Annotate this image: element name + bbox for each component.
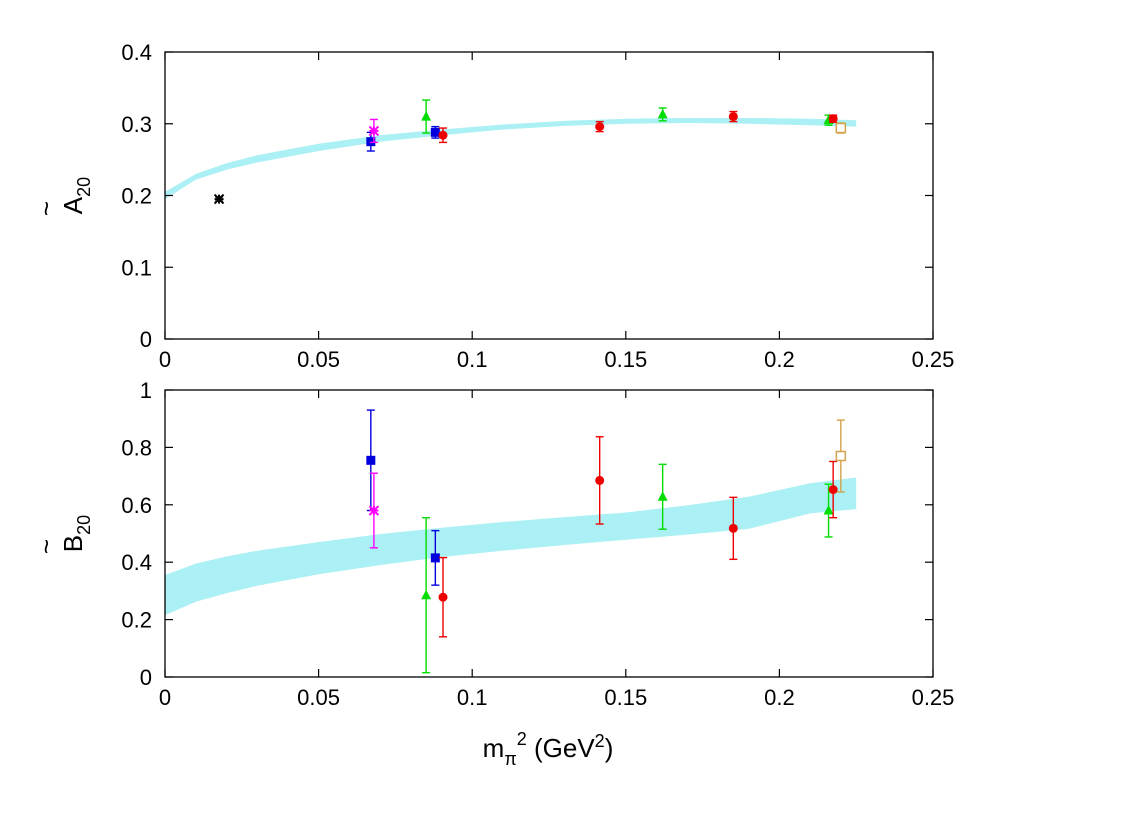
y-tick-label: 0.4 — [121, 550, 152, 575]
y-axis-label-sub: 20 — [74, 177, 94, 197]
fit-band — [165, 118, 857, 200]
x-axis-label-rest: (GeV — [527, 733, 596, 763]
y-axis-label-tilde: ~ — [31, 539, 61, 554]
data-point-square — [430, 553, 440, 563]
data-point-circle — [728, 112, 738, 122]
y-tick-label: 0.6 — [121, 493, 152, 518]
data-point-triangle — [657, 491, 668, 501]
y-tick-label: 0.2 — [121, 608, 152, 633]
y-tick-label: 0.4 — [121, 40, 152, 65]
x-tick-label: 0.1 — [457, 347, 488, 372]
x-axis-label-main: m — [483, 733, 505, 763]
fit-band — [165, 477, 857, 616]
data-point-star — [213, 193, 225, 205]
x-axis-label: mπ2 (GeV2) — [483, 729, 614, 769]
x-tick-label: 0.2 — [764, 685, 795, 710]
x-tick-label: 0.15 — [604, 347, 647, 372]
data-point-circle — [728, 523, 738, 533]
x-tick-label: 0 — [159, 347, 171, 372]
y-tick-label: 0.3 — [121, 112, 152, 137]
plot-frame — [164, 51, 934, 340]
x-axis-label-close: ) — [605, 733, 614, 763]
y-axis-label-main: A — [58, 196, 88, 214]
y-tick-label: 0 — [140, 665, 152, 690]
data-point-square — [366, 455, 376, 465]
data-point-triangle — [421, 111, 432, 121]
x-tick-label: 0 — [159, 685, 171, 710]
data-point-circle — [438, 130, 448, 140]
data-point-circle — [828, 114, 838, 124]
y-axis-label-sub: 20 — [74, 515, 94, 535]
x-axis-label-sub: π — [504, 749, 516, 769]
data-point-open-square — [835, 122, 847, 134]
x-tick-label: 0.05 — [297, 685, 340, 710]
data-point-triangle — [421, 589, 432, 600]
x-tick-label: 0.25 — [912, 347, 955, 372]
y-axis-label: A20 — [58, 177, 94, 214]
x-tick-label: 0.25 — [912, 685, 955, 710]
y-tick-label: 0 — [140, 327, 152, 352]
x-axis-label-sup: 2 — [517, 729, 527, 749]
data-point-star — [368, 125, 380, 137]
y-axis-label-main: B — [58, 535, 88, 552]
x-tick-label: 0.15 — [604, 685, 647, 710]
y-axis-label: B20 — [58, 515, 94, 552]
y-tick-label: 1 — [140, 378, 152, 403]
data-point-circle — [595, 122, 605, 132]
data-point-triangle — [657, 108, 668, 119]
data-point-star — [368, 505, 380, 516]
x-axis-label-sup2: 2 — [595, 731, 605, 751]
data-point-square — [430, 127, 440, 137]
x-tick-label: 0.1 — [457, 685, 488, 710]
data-point-square — [366, 137, 376, 147]
data-point-circle — [438, 592, 448, 602]
data-point-open-square — [835, 450, 847, 462]
x-tick-label: 0.05 — [297, 347, 340, 372]
data-point-circle — [828, 485, 838, 495]
y-axis-label-tilde: ~ — [31, 201, 61, 216]
y-tick-label: 0.2 — [121, 184, 152, 209]
y-tick-label: 0.1 — [121, 255, 152, 280]
data-point-circle — [595, 475, 605, 485]
plot-frame — [164, 389, 934, 678]
x-tick-label: 0.2 — [764, 347, 795, 372]
y-tick-label: 0.8 — [121, 435, 152, 460]
data-point-triangle — [823, 505, 834, 515]
